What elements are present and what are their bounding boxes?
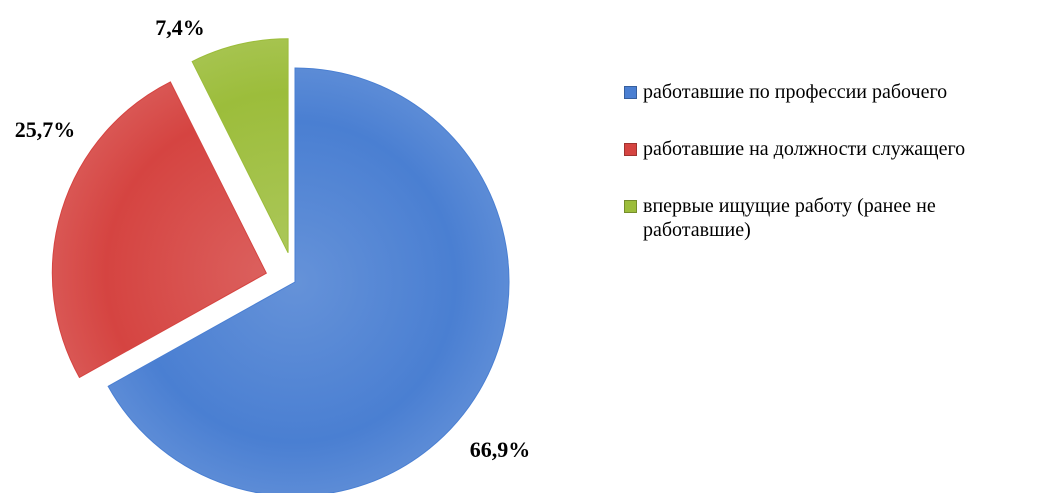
- legend-item: впервые ищущие работу (ранее не работавш…: [622, 194, 1047, 242]
- pie-slice: [51, 81, 267, 379]
- legend-item: работавшие на должности служащего: [622, 137, 1047, 161]
- legend-swatch: [624, 200, 637, 213]
- pie-slice: [107, 67, 510, 493]
- legend-swatch: [624, 143, 637, 156]
- pie-slice: [191, 38, 289, 254]
- legend-swatch: [624, 86, 637, 99]
- legend: работавшие по профессии рабочего работавш…: [622, 80, 1047, 275]
- legend-label: работавшие на должности служащего: [643, 138, 966, 160]
- legend-item: работавшие по профессии рабочего: [622, 80, 1047, 104]
- data-label: 25,7%: [15, 117, 76, 142]
- legend-label: впервые ищущие работу (ранее не работавш…: [643, 195, 936, 241]
- data-label: 7,4%: [155, 15, 205, 40]
- data-label: 66,9%: [470, 437, 531, 462]
- legend-label: работавшие по профессии рабочего: [643, 81, 948, 103]
